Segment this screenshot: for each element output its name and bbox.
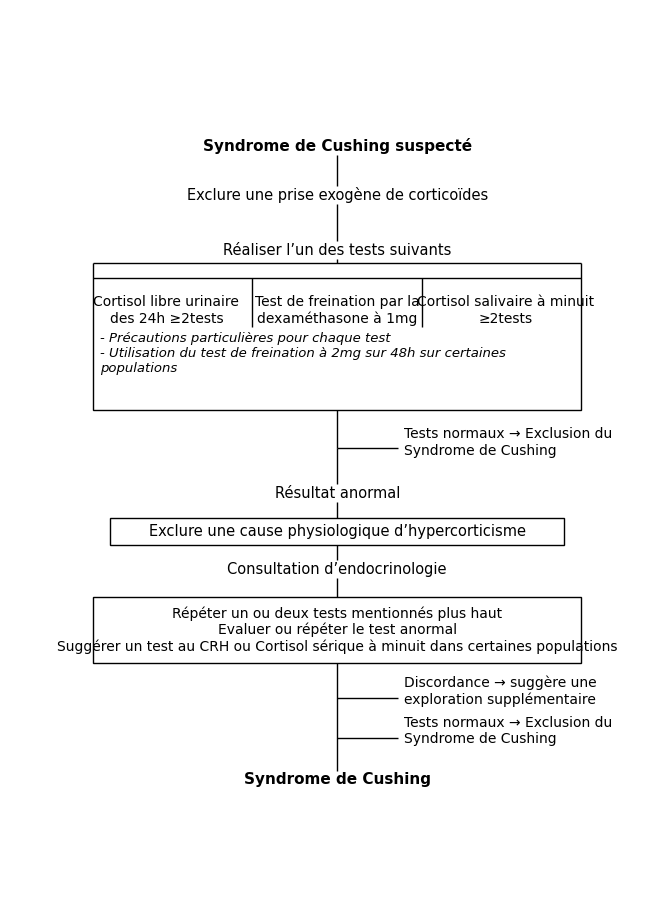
Text: Répéter un ou deux tests mentionnés plus haut
Evaluer ou répéter le test anormal: Répéter un ou deux tests mentionnés plus… <box>57 606 617 654</box>
FancyBboxPatch shape <box>93 597 581 663</box>
Text: Exclure une cause physiologique d’hypercorticisme: Exclure une cause physiologique d’hyperc… <box>149 523 526 539</box>
Text: Résultat anormal: Résultat anormal <box>274 486 400 501</box>
Text: Cortisol libre urinaire
des 24h ≥2tests: Cortisol libre urinaire des 24h ≥2tests <box>93 296 240 325</box>
Text: Syndrome de Cushing: Syndrome de Cushing <box>243 772 431 787</box>
Text: Consultation d’endocrinologie: Consultation d’endocrinologie <box>228 562 447 577</box>
Text: Réaliser l’un des tests suivants: Réaliser l’un des tests suivants <box>223 243 451 258</box>
Text: Syndrome de Cushing suspecté: Syndrome de Cushing suspecté <box>203 138 472 154</box>
Text: Cortisol salivaire à minuit
≥2tests: Cortisol salivaire à minuit ≥2tests <box>417 296 594 325</box>
Text: Discordance → suggère une
exploration supplémentaire: Discordance → suggère une exploration su… <box>403 675 596 706</box>
FancyBboxPatch shape <box>93 278 581 410</box>
Text: - Précautions particulières pour chaque test
- Utilisation du test de freination: - Précautions particulières pour chaque … <box>100 332 506 375</box>
Text: Tests normaux → Exclusion du
Syndrome de Cushing: Tests normaux → Exclusion du Syndrome de… <box>403 716 612 746</box>
Text: Test de freination par la
dexaméthasone à 1mg: Test de freination par la dexaméthasone … <box>255 296 420 326</box>
Text: Exclure une prise exogène de corticoïdes: Exclure une prise exogène de corticoïdes <box>187 187 488 203</box>
Text: Tests normaux → Exclusion du
Syndrome de Cushing: Tests normaux → Exclusion du Syndrome de… <box>403 427 612 458</box>
FancyBboxPatch shape <box>111 518 564 544</box>
